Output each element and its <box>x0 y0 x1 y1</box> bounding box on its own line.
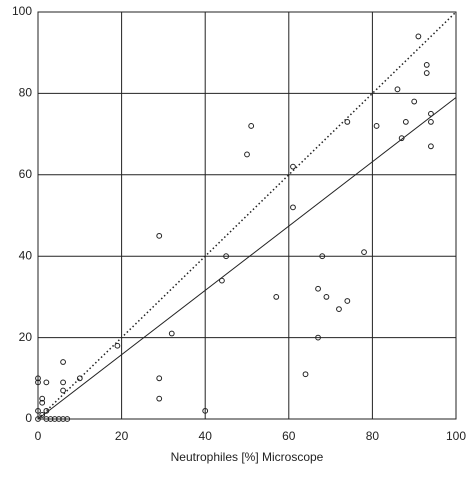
y-tick-label: 100 <box>12 4 32 18</box>
point <box>219 277 225 284</box>
reference-line <box>37 11 457 420</box>
point <box>423 70 430 76</box>
y-tick-label: 0 <box>25 411 32 425</box>
point <box>60 359 66 365</box>
point <box>156 232 163 239</box>
point <box>60 387 66 394</box>
point <box>302 371 309 378</box>
point <box>415 33 422 40</box>
x-tick-label: 100 <box>446 429 466 443</box>
point <box>64 416 71 422</box>
point <box>39 399 46 406</box>
point <box>76 375 83 382</box>
point <box>319 253 326 260</box>
point <box>398 135 405 142</box>
point <box>47 416 54 422</box>
x-tick-label: 20 <box>115 429 129 443</box>
point <box>156 395 163 402</box>
x-tick-label: 60 <box>282 429 296 443</box>
x-tick-label: 40 <box>199 429 213 443</box>
point <box>35 407 41 414</box>
x-tick-label: 80 <box>366 429 380 443</box>
point <box>35 375 41 382</box>
point <box>51 416 58 422</box>
y-tick-label: 40 <box>19 248 33 262</box>
point <box>202 407 209 414</box>
point <box>428 118 434 125</box>
point <box>60 379 66 386</box>
point <box>273 294 280 300</box>
point <box>35 379 41 386</box>
point <box>168 330 175 337</box>
point <box>156 375 163 382</box>
point <box>290 204 296 211</box>
point <box>223 253 230 260</box>
plot-frame <box>37 11 457 420</box>
point <box>315 334 321 341</box>
point <box>428 110 434 117</box>
point <box>323 294 330 300</box>
point <box>43 407 50 414</box>
point <box>39 412 46 418</box>
point <box>361 249 367 256</box>
x-axis-label: Neutrophiles [%] Microscope <box>171 450 324 464</box>
point <box>60 416 66 422</box>
point <box>248 123 255 129</box>
point <box>244 151 250 158</box>
point <box>394 86 401 93</box>
point <box>114 342 121 349</box>
y-tick-label: 60 <box>19 167 33 181</box>
y-tick-label: 20 <box>19 330 33 344</box>
point <box>315 285 321 292</box>
point <box>336 306 342 313</box>
point <box>290 163 296 170</box>
point <box>35 416 41 422</box>
point <box>411 98 418 105</box>
point <box>428 143 434 150</box>
reference-line <box>37 97 457 420</box>
point <box>373 123 380 129</box>
point <box>402 118 409 125</box>
point <box>423 62 430 68</box>
y-tick-label: 80 <box>19 86 33 100</box>
point <box>344 118 351 125</box>
point <box>56 416 62 422</box>
point <box>43 379 50 386</box>
point <box>39 395 46 402</box>
point <box>43 416 50 422</box>
point <box>344 298 351 304</box>
x-tick-label: 0 <box>35 429 42 443</box>
